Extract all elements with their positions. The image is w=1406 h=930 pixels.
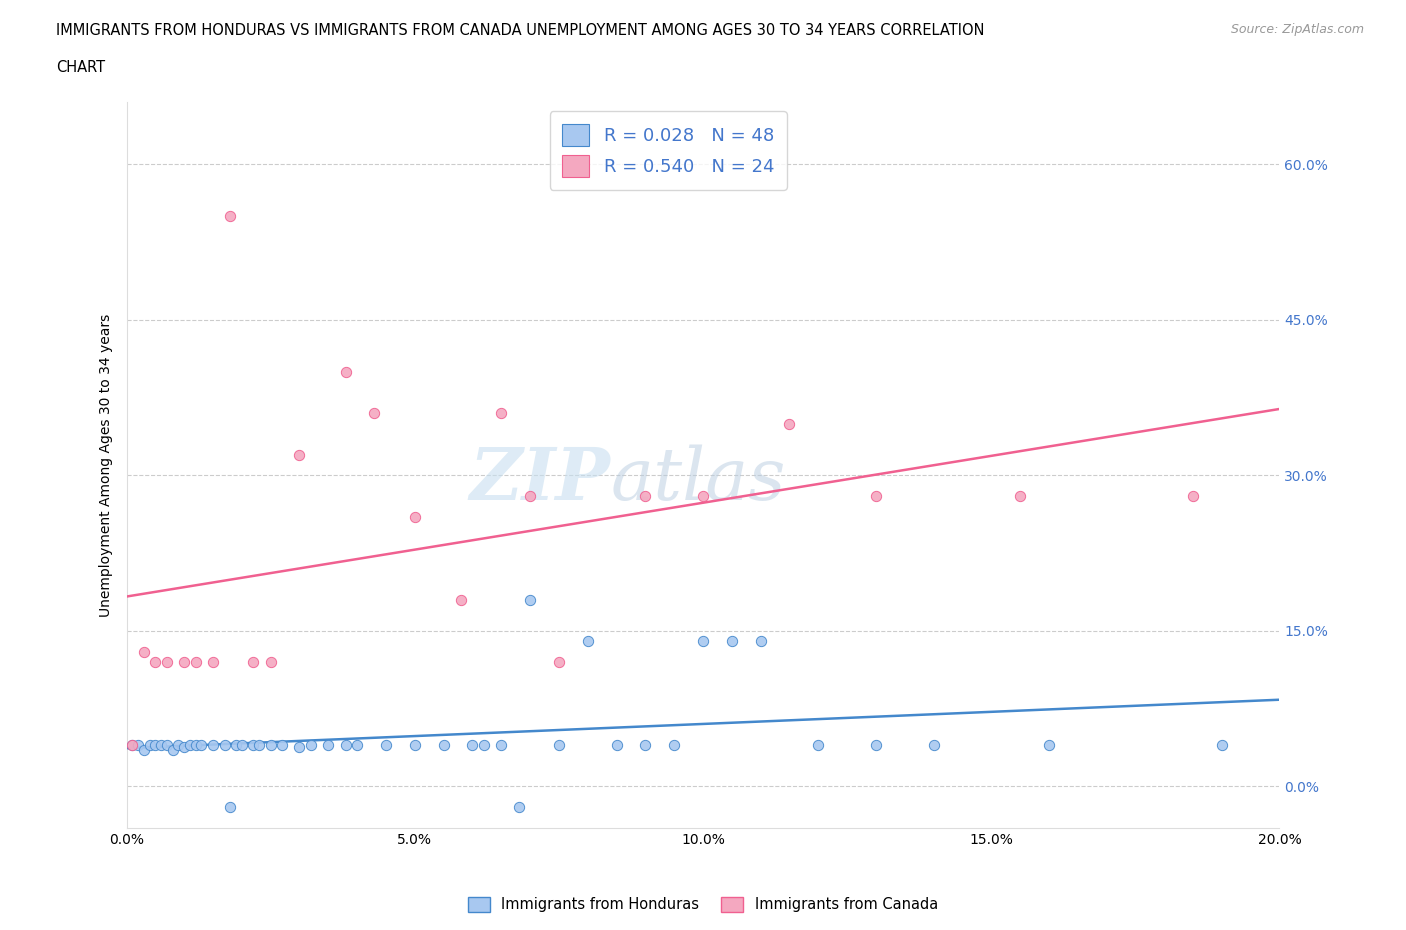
- Point: [1038, 737, 1060, 752]
- Point: [404, 510, 426, 525]
- Point: [132, 644, 155, 659]
- Point: [605, 737, 627, 752]
- Point: [404, 737, 426, 752]
- Point: [346, 737, 368, 752]
- Legend: Immigrants from Honduras, Immigrants from Canada: Immigrants from Honduras, Immigrants fro…: [463, 891, 943, 918]
- Point: [121, 737, 143, 752]
- Point: [374, 737, 398, 752]
- Point: [865, 737, 887, 752]
- Point: [461, 737, 484, 752]
- Point: [433, 737, 456, 752]
- Point: [214, 737, 236, 752]
- Point: [664, 737, 686, 752]
- Point: [548, 655, 571, 670]
- Point: [692, 633, 714, 648]
- Point: [749, 633, 772, 648]
- Point: [156, 655, 179, 670]
- Point: [259, 655, 281, 670]
- Point: [145, 655, 166, 670]
- Point: [720, 633, 742, 648]
- Point: [1181, 488, 1204, 503]
- Point: [132, 742, 155, 757]
- Text: CHART: CHART: [56, 60, 105, 75]
- Point: [184, 655, 207, 670]
- Point: [190, 737, 212, 752]
- Point: [288, 447, 311, 462]
- Point: [259, 737, 281, 752]
- Point: [173, 739, 195, 754]
- Point: [288, 739, 311, 754]
- Point: [138, 737, 160, 752]
- Y-axis label: Unemployment Among Ages 30 to 34 years: Unemployment Among Ages 30 to 34 years: [100, 313, 114, 617]
- Text: atlas: atlas: [610, 445, 786, 515]
- Point: [219, 209, 242, 224]
- Point: [335, 365, 357, 379]
- Point: [1008, 488, 1031, 503]
- Point: [489, 405, 512, 420]
- Point: [508, 800, 530, 815]
- Point: [231, 737, 253, 752]
- Point: [121, 737, 143, 752]
- Point: [1211, 737, 1233, 752]
- Point: [242, 655, 264, 670]
- Point: [450, 592, 472, 607]
- Point: [299, 737, 322, 752]
- Point: [692, 488, 714, 503]
- Point: [865, 488, 887, 503]
- Point: [219, 800, 242, 815]
- Point: [548, 737, 571, 752]
- Point: [173, 655, 195, 670]
- Point: [225, 737, 247, 752]
- Point: [156, 737, 179, 752]
- Point: [634, 737, 657, 752]
- Point: [202, 655, 225, 670]
- Legend: R = 0.028   N = 48, R = 0.540   N = 24: R = 0.028 N = 48, R = 0.540 N = 24: [550, 112, 787, 190]
- Point: [335, 737, 357, 752]
- Text: IMMIGRANTS FROM HONDURAS VS IMMIGRANTS FROM CANADA UNEMPLOYMENT AMONG AGES 30 TO: IMMIGRANTS FROM HONDURAS VS IMMIGRANTS F…: [56, 23, 984, 38]
- Point: [489, 737, 512, 752]
- Point: [318, 737, 340, 752]
- Point: [634, 488, 657, 503]
- Point: [519, 592, 541, 607]
- Point: [202, 737, 225, 752]
- Point: [179, 737, 201, 752]
- Point: [167, 737, 190, 752]
- Point: [922, 737, 945, 752]
- Point: [519, 488, 541, 503]
- Point: [271, 737, 294, 752]
- Point: [472, 737, 495, 752]
- Text: ZIP: ZIP: [470, 444, 610, 515]
- Point: [162, 742, 184, 757]
- Point: [807, 737, 830, 752]
- Point: [150, 737, 173, 752]
- Point: [576, 633, 599, 648]
- Point: [779, 416, 801, 431]
- Text: Source: ZipAtlas.com: Source: ZipAtlas.com: [1230, 23, 1364, 36]
- Point: [145, 737, 166, 752]
- Point: [127, 737, 149, 752]
- Point: [184, 737, 207, 752]
- Point: [242, 737, 264, 752]
- Point: [363, 405, 385, 420]
- Point: [247, 737, 270, 752]
